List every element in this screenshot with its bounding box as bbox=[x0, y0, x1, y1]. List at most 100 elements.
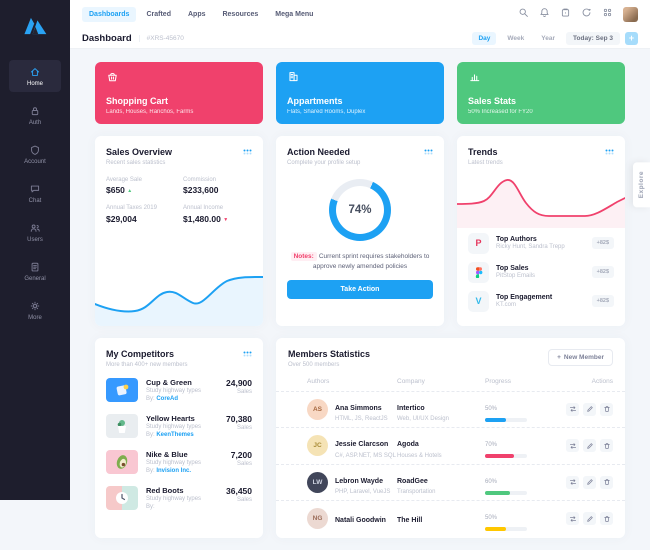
user-avatar[interactable] bbox=[623, 6, 638, 22]
explore-button[interactable]: Explore bbox=[633, 162, 650, 208]
menu-item-resources[interactable]: Resources bbox=[222, 10, 259, 18]
switch-button[interactable] bbox=[566, 439, 579, 453]
range-week-button[interactable]: Week bbox=[507, 34, 525, 42]
switch-button[interactable] bbox=[566, 402, 579, 416]
brand-logo[interactable] bbox=[0, 0, 70, 52]
sales-overview-card: Sales Overview Recent sales statistics A… bbox=[95, 136, 263, 326]
member-name[interactable]: Ana Simmons bbox=[335, 404, 382, 412]
sidebar-item-auth[interactable]: Auth bbox=[9, 99, 61, 131]
bell-icon[interactable] bbox=[539, 5, 550, 23]
trend-badge[interactable]: +82$ bbox=[591, 266, 614, 278]
card-title: Members Statistics bbox=[288, 349, 371, 359]
company-name[interactable]: Intertico bbox=[397, 404, 425, 412]
pencil-icon bbox=[586, 406, 593, 412]
basket-icon bbox=[108, 73, 117, 82]
sidebar-item-label: Home bbox=[26, 81, 43, 87]
plant-thumbnail[interactable] bbox=[106, 413, 138, 438]
competitor-name[interactable]: Yellow Hearts bbox=[146, 413, 195, 423]
company-name[interactable]: Agoda bbox=[397, 441, 419, 448]
drag-dots-icon[interactable] bbox=[605, 149, 614, 155]
switch-button[interactable] bbox=[566, 512, 579, 525]
today-button[interactable]: Today: Sep 3 bbox=[566, 31, 620, 45]
col-progress: Progress bbox=[485, 377, 512, 385]
member-name[interactable]: Jessie Clarcson bbox=[335, 441, 389, 448]
clock-thumbnail[interactable] bbox=[106, 485, 138, 510]
avocado-thumbnail[interactable] bbox=[106, 449, 138, 474]
box-icon[interactable] bbox=[560, 5, 571, 23]
action-needed-head: Action Needed Complete your profile setu… bbox=[276, 136, 444, 166]
drag-dots-icon[interactable] bbox=[424, 149, 433, 155]
sidebar-item-home[interactable]: Home bbox=[9, 60, 61, 92]
menu-item-dashboards[interactable]: Dashboards bbox=[82, 6, 137, 22]
range-day-button[interactable]: Day bbox=[472, 31, 497, 45]
avatar: JC bbox=[307, 435, 328, 457]
search-icon[interactable] bbox=[518, 5, 529, 23]
stat-commission: Commission $233,600 bbox=[183, 176, 219, 196]
competitor-row: Nike & Blue Study highway types By: Invi… bbox=[106, 444, 252, 480]
edit-button[interactable] bbox=[583, 475, 596, 489]
shopping-cart-card[interactable]: Shopping Cart Lands, Houses, Ranchos, Fa… bbox=[95, 62, 263, 124]
edit-button[interactable] bbox=[583, 512, 596, 525]
pencil-icon bbox=[586, 443, 593, 449]
sidebar-item-chat[interactable]: Chat bbox=[9, 177, 61, 209]
new-member-button[interactable]: + New Member bbox=[548, 349, 613, 366]
card-subtitle: More than 400+ new members bbox=[106, 361, 188, 368]
promo-title: Sales Stats bbox=[468, 96, 517, 106]
cup-thumbnail[interactable] bbox=[106, 377, 138, 402]
delete-button[interactable] bbox=[600, 512, 613, 525]
member-name[interactable]: Lebron Wayde bbox=[335, 477, 383, 485]
trend-badge[interactable]: +82$ bbox=[591, 295, 614, 307]
edit-button[interactable] bbox=[583, 439, 596, 453]
sales-stats-card[interactable]: Sales Stats 50% Increased for FY20 bbox=[457, 62, 625, 124]
menu-item-apps[interactable]: Apps bbox=[187, 10, 206, 18]
delete-button[interactable] bbox=[600, 402, 613, 416]
trend-name[interactable]: Top Sales bbox=[496, 264, 529, 272]
competitor-name[interactable]: Nike & Blue bbox=[146, 449, 188, 459]
sidebar-item-account[interactable]: Account bbox=[9, 138, 61, 170]
company-name[interactable]: RoadGee bbox=[397, 477, 428, 485]
trend-name[interactable]: Top Authors bbox=[496, 235, 537, 243]
appartments-card[interactable]: Appartments Flats, Shared Rooms, Duplex bbox=[276, 62, 444, 124]
sidebar-item-general[interactable]: General bbox=[9, 255, 61, 287]
delete-button[interactable] bbox=[600, 475, 613, 489]
menu-item-crafted[interactable]: Crafted bbox=[146, 10, 171, 18]
switch-button[interactable] bbox=[566, 475, 579, 489]
competitor-name[interactable]: Red Boots bbox=[146, 485, 184, 495]
action-needed-card: Action Needed Complete your profile setu… bbox=[276, 136, 444, 326]
table-row: LW Lebron Wayde PHP, Laravel, VueJS Road… bbox=[276, 465, 625, 501]
gear-icon bbox=[30, 301, 40, 311]
trend-badge[interactable]: +82$ bbox=[591, 237, 614, 249]
edit-button[interactable] bbox=[583, 402, 596, 416]
refresh-icon[interactable] bbox=[581, 5, 592, 23]
sidebar-item-users[interactable]: Users bbox=[9, 216, 61, 248]
company-name[interactable]: The Hill bbox=[397, 516, 423, 524]
competitors-list: Cup & Green Study highway types By: Core… bbox=[95, 368, 263, 516]
trend-desc: KT.com bbox=[496, 302, 517, 309]
trends-head: Trends Latest trends bbox=[457, 136, 625, 166]
new-document-button[interactable]: + bbox=[625, 31, 638, 45]
switch-icon bbox=[569, 479, 576, 486]
metronic-logo-icon bbox=[24, 17, 47, 35]
competitor-by-link[interactable]: KeenThemes bbox=[156, 431, 194, 438]
drag-dots-icon[interactable] bbox=[243, 149, 252, 155]
range-year-button[interactable]: Year bbox=[541, 34, 556, 42]
card-title: My Competitors bbox=[106, 349, 175, 359]
main-menu: Dashboards Crafted Apps Resources Mega M… bbox=[82, 6, 320, 22]
trend-name[interactable]: Top Engagement bbox=[496, 293, 553, 301]
progress-bar bbox=[485, 490, 527, 495]
menu-item-mega-menu[interactable]: Mega Menu bbox=[275, 10, 314, 18]
member-name[interactable]: Natali Goodwin bbox=[335, 516, 386, 524]
competitor-name[interactable]: Cup & Green bbox=[146, 377, 192, 387]
competitor-row: Cup & Green Study highway types By: Core… bbox=[106, 372, 252, 408]
delete-button[interactable] bbox=[600, 439, 613, 453]
trend-desc: PitStop Emails bbox=[496, 273, 536, 280]
competitor-by-link[interactable]: CoreAd bbox=[156, 395, 179, 402]
competitor-by-link[interactable]: Invision Inc. bbox=[156, 467, 192, 474]
trend-desc: Ricky Hunt, Sandra Trepp bbox=[496, 244, 565, 251]
grid-icon[interactable] bbox=[602, 5, 613, 23]
sidebar-item-more[interactable]: More bbox=[9, 294, 61, 326]
drag-dots-icon[interactable] bbox=[243, 351, 252, 357]
members-statistics-card: Members Statistics Over 500 members + New… bbox=[276, 338, 625, 538]
take-action-button[interactable]: Take Action bbox=[287, 279, 433, 299]
notes-badge: Notes: bbox=[290, 251, 317, 261]
